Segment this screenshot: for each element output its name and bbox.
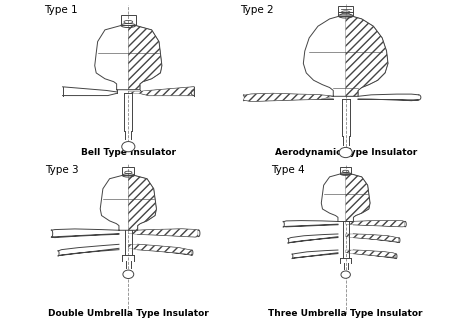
Polygon shape: [128, 244, 192, 255]
Polygon shape: [346, 16, 388, 96]
Polygon shape: [128, 26, 162, 90]
Text: Bell Type Insulator: Bell Type Insulator: [81, 148, 176, 157]
Text: Type 4: Type 4: [271, 165, 305, 175]
Ellipse shape: [122, 142, 135, 152]
Polygon shape: [346, 250, 396, 258]
Text: Type 3: Type 3: [45, 165, 78, 175]
Polygon shape: [244, 93, 333, 101]
Text: Type 2: Type 2: [240, 5, 273, 15]
Polygon shape: [128, 229, 199, 237]
Polygon shape: [128, 175, 156, 230]
Text: Double Umbrella Type Insulator: Double Umbrella Type Insulator: [48, 309, 209, 318]
Text: Type 1: Type 1: [45, 5, 78, 15]
Text: Aerodynamic Type Insulator: Aerodynamic Type Insulator: [274, 148, 417, 157]
Polygon shape: [128, 87, 194, 96]
Ellipse shape: [341, 271, 350, 278]
Ellipse shape: [339, 147, 352, 157]
Polygon shape: [346, 174, 370, 222]
Ellipse shape: [123, 270, 134, 279]
Text: Three Umbrella Type Insulator: Three Umbrella Type Insulator: [268, 309, 423, 318]
Polygon shape: [346, 234, 399, 242]
Polygon shape: [346, 221, 405, 227]
